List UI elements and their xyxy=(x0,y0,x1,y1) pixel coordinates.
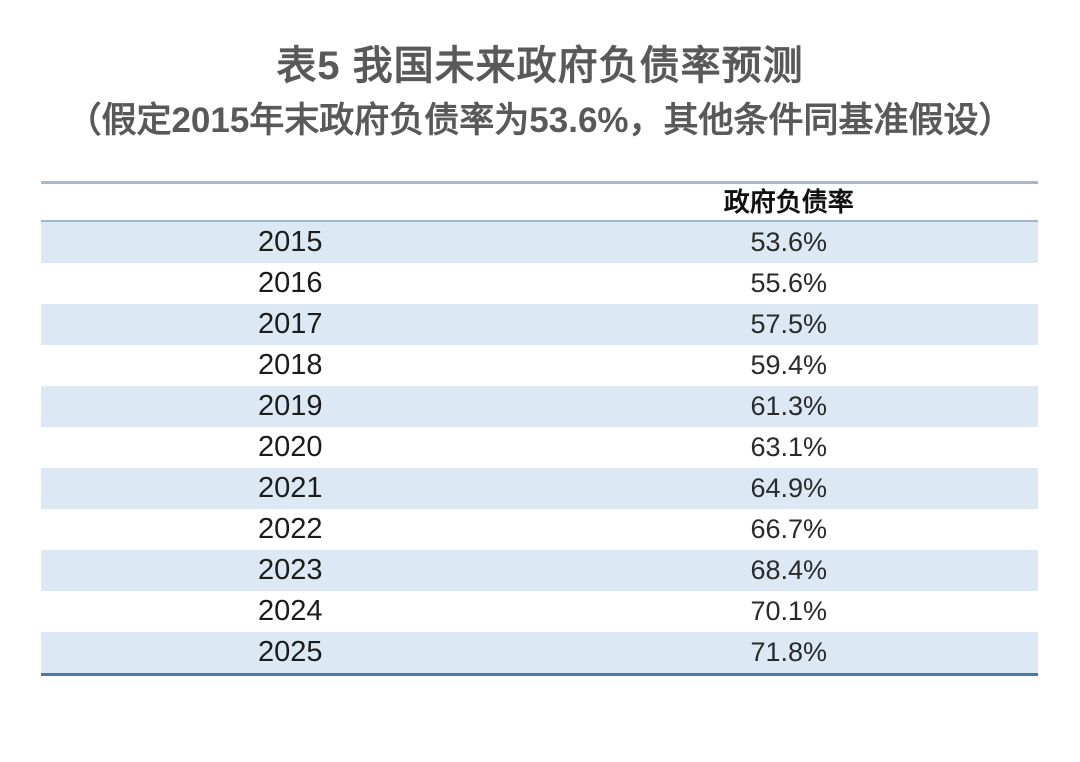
table-row: 2019 61.3% xyxy=(41,386,1038,427)
table-row: 2020 63.1% xyxy=(41,427,1038,468)
page: { "title": "表5 我国未来政府负债率预测", "subtitle":… xyxy=(0,42,1080,762)
debt-ratio-cell: 53.6% xyxy=(750,227,828,257)
table-body: 2015 53.6% 2016 55.6% 2017 57.5% 2018 59.4% 2019… xyxy=(41,222,1038,673)
header-cell-ratio: 政府负债率 xyxy=(723,187,854,217)
year-cell: 2024 xyxy=(257,595,323,627)
table-row: 2018 59.4% xyxy=(41,345,1038,386)
year-cell: 2021 xyxy=(257,472,323,504)
table-row: 2021 64.9% xyxy=(41,468,1038,509)
year-cell: 2015 xyxy=(257,226,323,258)
year-cell: 2019 xyxy=(257,390,323,422)
table-subtitle: （假定2015年末政府负债率为53.6%，其他条件同基准假设） xyxy=(66,101,1014,140)
year-cell: 2023 xyxy=(257,554,323,586)
debt-ratio-cell: 55.6% xyxy=(750,268,828,298)
year-cell: 2022 xyxy=(257,513,323,545)
debt-ratio-cell: 64.9% xyxy=(750,473,828,503)
debt-ratio-table: 政府负债率 2015 53.6% 2016 55.6% 2017 57.5% 2018 59.… xyxy=(41,181,1038,676)
table-row: 2015 53.6% xyxy=(41,222,1038,263)
header-cell-year xyxy=(41,184,540,220)
year-cell: 2016 xyxy=(257,267,323,299)
table-row: 2017 57.5% xyxy=(41,304,1038,345)
debt-ratio-cell: 59.4% xyxy=(750,350,828,380)
table-row: 2022 66.7% xyxy=(41,509,1038,550)
year-cell: 2025 xyxy=(257,636,323,668)
table-row: 2023 68.4% xyxy=(41,550,1038,591)
table-row: 2024 70.1% xyxy=(41,591,1038,632)
table-row: 2025 71.8% xyxy=(41,632,1038,673)
table-header-row: 政府负债率 xyxy=(41,184,1038,222)
year-cell: 2017 xyxy=(257,308,323,340)
year-cell: 2020 xyxy=(257,431,323,463)
debt-ratio-cell: 70.1% xyxy=(750,596,828,626)
table-row: 2016 55.6% xyxy=(41,263,1038,304)
table-title: 表5 我国未来政府负债率预测 xyxy=(276,44,804,88)
debt-ratio-cell: 57.5% xyxy=(750,309,828,339)
debt-ratio-cell: 61.3% xyxy=(750,391,828,421)
debt-ratio-cell: 71.8% xyxy=(750,637,828,667)
debt-ratio-cell: 68.4% xyxy=(750,555,828,585)
debt-ratio-cell: 66.7% xyxy=(750,514,828,544)
year-cell: 2018 xyxy=(257,349,323,381)
debt-ratio-cell: 63.1% xyxy=(750,432,828,462)
